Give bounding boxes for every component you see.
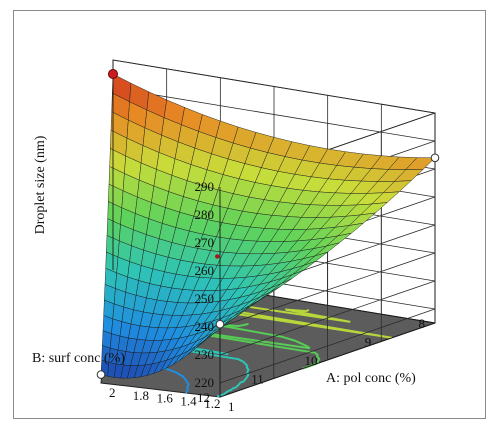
- x-tick-label: 1.8: [133, 388, 149, 403]
- response-surface: [100, 73, 436, 379]
- axis-labels: 290 280 270 260 250 240 230 220 8 9 10 11 12 1 1.2 1.4 1…: [109, 179, 425, 414]
- y-tick-label: 11: [251, 372, 264, 387]
- z-tick-label: 220: [195, 375, 215, 390]
- y-tick-label: 8: [419, 316, 426, 331]
- surface-mesh: [112, 60, 221, 397]
- y-tick-label: 12: [197, 390, 210, 405]
- z-tick-label: 240: [195, 319, 215, 334]
- design-point: [215, 319, 225, 329]
- center-point: [215, 254, 220, 259]
- z-axis-title: Droplet size (nm): [33, 135, 48, 234]
- x-tick-label: 1.2: [204, 396, 220, 411]
- y-tick-label: 10: [305, 353, 318, 368]
- z-tick-label: 260: [195, 263, 215, 278]
- design-point: [108, 69, 118, 79]
- z-tick-label: 290: [195, 179, 215, 194]
- x-tick-label: 1: [228, 399, 235, 414]
- y-tick-label: 9: [365, 335, 372, 350]
- x-tick-label: 1.4: [180, 393, 197, 408]
- design-points: [96, 69, 440, 379]
- y-axis-title: B: surf conc (%): [32, 351, 125, 366]
- z-tick-label: 250: [195, 291, 215, 306]
- x-tick-label: 1.6: [157, 391, 174, 406]
- surface-patch: [102, 330, 112, 349]
- surface-patch: [102, 315, 114, 335]
- design-point: [96, 370, 106, 379]
- z-tick-label: 270: [195, 235, 215, 250]
- z-tick-label: 280: [195, 207, 215, 222]
- x-axis-title: A: pol conc (%): [326, 371, 416, 386]
- z-tick-label: 230: [195, 347, 215, 362]
- x-tick-label: 2: [109, 385, 116, 400]
- design-point: [430, 153, 440, 163]
